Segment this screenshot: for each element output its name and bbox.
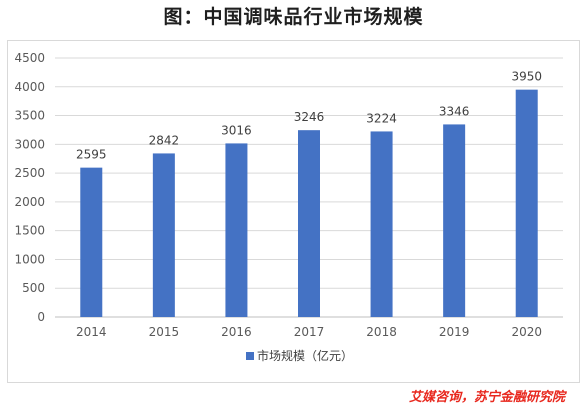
y-tick-label: 4500	[14, 51, 45, 65]
y-tick-label: 1000	[14, 252, 45, 266]
x-tick-label: 2017	[294, 325, 325, 339]
y-tick-label: 500	[22, 281, 45, 295]
x-axis-ticks: 2014 2015 2016 2017 2018 2019 2020	[76, 325, 542, 339]
x-tick-label: 2020	[511, 325, 542, 339]
bar	[225, 143, 248, 317]
bar	[370, 131, 393, 317]
y-tick-label: 0	[37, 310, 45, 324]
x-tick-label: 2016	[221, 325, 252, 339]
legend: 市场规模（亿元）	[246, 348, 353, 363]
bar	[515, 89, 538, 318]
data-label: 3224	[366, 111, 397, 125]
bar	[80, 167, 103, 317]
y-tick-label: 3000	[14, 137, 45, 151]
legend-swatch	[246, 352, 254, 360]
data-label: 3950	[511, 70, 542, 84]
y-tick-label: 1500	[14, 224, 45, 238]
y-tick-label: 2000	[14, 195, 45, 209]
x-tick-label: 2015	[149, 325, 180, 339]
y-tick-label: 4000	[14, 80, 45, 94]
bar	[443, 124, 466, 317]
chart-frame	[7, 40, 580, 383]
bar	[152, 153, 175, 317]
data-label: 3246	[294, 110, 325, 124]
data-label: 2842	[149, 133, 180, 147]
source-note: 艾媒咨询，苏宁金融研究院	[408, 390, 565, 405]
x-tick-label: 2018	[366, 325, 397, 339]
y-tick-label: 2500	[14, 166, 45, 180]
bars	[80, 89, 538, 318]
x-tick-label: 2014	[76, 325, 107, 339]
y-tick-label: 3500	[14, 109, 45, 123]
data-label: 3016	[221, 123, 252, 137]
data-label: 2595	[76, 148, 107, 162]
legend-label: 市场规模（亿元）	[257, 348, 353, 363]
x-tick-label: 2019	[439, 325, 470, 339]
chart-title: 图：中国调味品行业市场规模	[163, 6, 424, 28]
data-labels: 2595 2842 3016 3246 3224 3346 3950	[76, 70, 542, 162]
bar	[298, 130, 320, 317]
y-axis-ticks: 0 500 1000 1500 2000 2500 3000 3500 4000 4500	[14, 51, 45, 324]
data-label: 3346	[439, 104, 470, 118]
